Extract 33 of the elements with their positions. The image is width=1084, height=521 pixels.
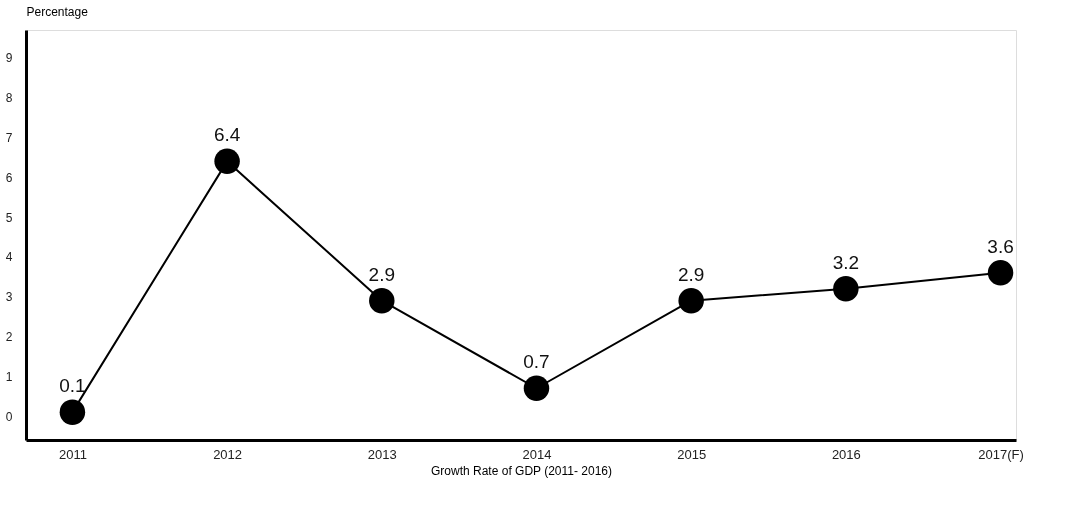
- x-tick-label: 2014: [522, 446, 552, 462]
- y-axis-title: Percentage: [26, 4, 89, 19]
- y-tick-label: 4: [5, 250, 13, 265]
- point: [833, 276, 859, 302]
- x-tick-label: 2012: [213, 446, 243, 462]
- x-tick-label: 2015: [677, 446, 707, 462]
- y-tick-label: 8: [5, 91, 13, 106]
- data-label: 2.9: [677, 263, 705, 285]
- y-tick-label: 2: [5, 330, 13, 344]
- x-axis-title: Growth Rate of GDP (2011- 2016): [431, 463, 612, 478]
- point: [987, 260, 1014, 286]
- point: [59, 399, 86, 425]
- data-label: 3.2: [832, 251, 860, 273]
- data-label: 6.4: [213, 124, 241, 146]
- x-tick-label: 2013: [367, 446, 397, 462]
- x-tick-label: 2016: [831, 446, 861, 462]
- data-label: 0.7: [523, 351, 550, 373]
- y-tick-label: 9: [5, 51, 13, 66]
- data-label: 0.1: [59, 375, 86, 397]
- y-tick-label: 7: [5, 130, 13, 145]
- point: [214, 148, 240, 175]
- y-tick-label: 6: [5, 170, 13, 185]
- data-label: 3.6: [987, 235, 1014, 257]
- data-label: 2.9: [368, 263, 395, 285]
- point: [523, 375, 550, 401]
- y-tick-label: 0: [5, 409, 13, 424]
- y-tick-label: 5: [5, 210, 13, 225]
- x-tick-label: 2017(F): [978, 446, 1024, 462]
- x-tick-label: 2011: [58, 446, 87, 462]
- y-tick-label: 1: [5, 369, 13, 384]
- point: [369, 287, 395, 314]
- point: [678, 287, 704, 314]
- y-tick-label: 3: [5, 290, 13, 305]
